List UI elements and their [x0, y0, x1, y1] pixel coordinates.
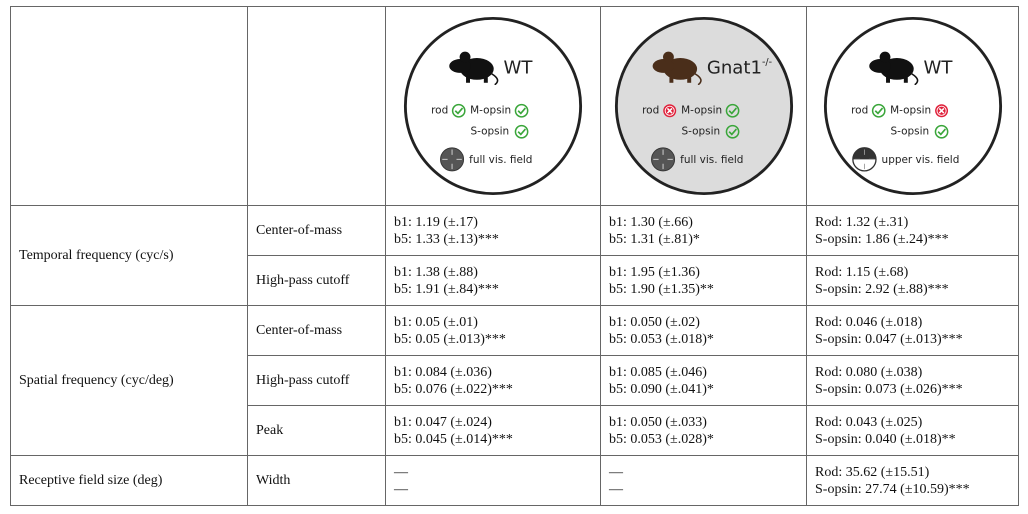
strain-superscript: -/- — [761, 57, 771, 68]
value-cell: b1: 0.085 (±.046)b5: 0.090 (±.041)* — [601, 356, 807, 406]
value-line: b1: 0.05 (±.01) — [394, 314, 592, 331]
value-cell: b1: 0.05 (±.01)b5: 0.05 (±.013)*** — [386, 306, 601, 356]
value-line: b5: 1.91 (±.84)*** — [394, 281, 592, 298]
measure-label: Width — [248, 456, 386, 506]
strain: WT — [923, 58, 953, 79]
value-line: b5: 1.31 (±.81)* — [609, 231, 798, 248]
value-cell: b1: 1.30 (±.66)b5: 1.31 (±.81)* — [601, 206, 807, 256]
value-line: S-opsin: 27.74 (±10.59)*** — [815, 481, 1010, 498]
value-cell: b1: 1.38 (±.88)b5: 1.91 (±.84)*** — [386, 256, 601, 306]
value-cell: —— — [386, 456, 601, 506]
value-line: b1: 1.19 (±.17) — [394, 214, 592, 231]
value-line: S-opsin: 0.040 (±.018)** — [815, 431, 1010, 448]
empty-cell — [11, 7, 248, 206]
group-label: Receptive field size (deg) — [11, 456, 248, 506]
value-line: b1: 0.050 (±.033) — [609, 414, 798, 431]
value-line: — — [609, 464, 798, 481]
field-label: full vis. field — [680, 154, 743, 166]
value-line: Rod: 35.62 (±15.51) — [815, 464, 1010, 481]
value-line: b1: 1.38 (±.88) — [394, 264, 592, 281]
results-table: WT rod M-opsin S-opsin full vis. field G… — [10, 6, 1019, 506]
value-line: — — [394, 464, 592, 481]
s-opsin-label: S-opsin — [681, 126, 720, 138]
value-line: b5: 0.05 (±.013)*** — [394, 331, 592, 348]
value-cell: b1: 0.050 (±.033)b5: 0.053 (±.028)* — [601, 406, 807, 456]
measure-label: Center-of-mass — [248, 206, 386, 256]
page: WT rod M-opsin S-opsin full vis. field G… — [0, 0, 1028, 514]
value-line: b1: 0.085 (±.046) — [609, 364, 798, 381]
value-cell: Rod: 0.043 (±.025)S-opsin: 0.040 (±.018)… — [807, 406, 1019, 456]
field-label: full vis. field — [469, 154, 532, 166]
group-label: Temporal frequency (cyc/s) — [11, 206, 248, 306]
header-cell: WT rod M-opsin S-opsin full vis. field — [386, 7, 601, 206]
s-opsin-label: S-opsin — [890, 126, 929, 138]
value-line: b5: 1.90 (±1.35)** — [609, 281, 798, 298]
value-line: b1: 1.30 (±.66) — [609, 214, 798, 231]
value-cell: b1: 1.95 (±1.36)b5: 1.90 (±1.35)** — [601, 256, 807, 306]
strain-name: Gnat1 — [706, 58, 761, 79]
strain: WT — [503, 58, 533, 79]
value-line: b1: 0.084 (±.036) — [394, 364, 592, 381]
measure-label: Peak — [248, 406, 386, 456]
data-row: Spatial frequency (cyc/deg)Center-of-mas… — [11, 306, 1019, 356]
value-line: b1: 1.95 (±1.36) — [609, 264, 798, 281]
value-cell: b1: 0.047 (±.024)b5: 0.045 (±.014)*** — [386, 406, 601, 456]
s-opsin-label: S-opsin — [471, 126, 510, 138]
measure-label: Center-of-mass — [248, 306, 386, 356]
value-line: Rod: 0.080 (±.038) — [815, 364, 1010, 381]
value-line: b1: 0.047 (±.024) — [394, 414, 592, 431]
value-line: — — [609, 481, 798, 498]
header-cell: WT rod M-opsin S-opsin upper vis. field — [807, 7, 1019, 206]
value-cell: Rod: 0.046 (±.018)S-opsin: 0.047 (±.013)… — [807, 306, 1019, 356]
value-cell: Rod: 0.080 (±.038)S-opsin: 0.073 (±.026)… — [807, 356, 1019, 406]
value-line: b5: 0.090 (±.041)* — [609, 381, 798, 398]
header-row: WT rod M-opsin S-opsin full vis. field G… — [11, 7, 1019, 206]
measure-label: High-pass cutoff — [248, 256, 386, 306]
rod-label: rod — [642, 105, 659, 117]
condition-badge: Gnat1-/- rod M-opsin S-opsin full vis. f… — [604, 8, 804, 204]
measure-label: High-pass cutoff — [248, 356, 386, 406]
value-line: b5: 0.053 (±.018)* — [609, 331, 798, 348]
data-row: Temporal frequency (cyc/s)Center-of-mass… — [11, 206, 1019, 256]
value-line: b5: 0.045 (±.014)*** — [394, 431, 592, 448]
group-label: Spatial frequency (cyc/deg) — [11, 306, 248, 456]
rod-label: rod — [431, 105, 448, 117]
value-cell: Rod: 1.32 (±.31)S-opsin: 1.86 (±.24)*** — [807, 206, 1019, 256]
empty-cell — [248, 7, 386, 206]
value-line: S-opsin: 0.047 (±.013)*** — [815, 331, 1010, 348]
m-opsin-label: M-opsin — [890, 105, 931, 117]
value-line: b5: 0.076 (±.022)*** — [394, 381, 592, 398]
table-body: WT rod M-opsin S-opsin full vis. field G… — [11, 7, 1019, 506]
condition-badge: WT rod M-opsin S-opsin full vis. field — [393, 8, 593, 204]
m-opsin-label: M-opsin — [470, 105, 511, 117]
value-line: S-opsin: 1.86 (±.24)*** — [815, 231, 1010, 248]
value-line: Rod: 0.043 (±.025) — [815, 414, 1010, 431]
value-cell: Rod: 1.15 (±.68)S-opsin: 2.92 (±.88)*** — [807, 256, 1019, 306]
rod-label: rod — [851, 105, 868, 117]
value-line: Rod: 0.046 (±.018) — [815, 314, 1010, 331]
value-cell: Rod: 35.62 (±15.51)S-opsin: 27.74 (±10.5… — [807, 456, 1019, 506]
value-line: — — [394, 481, 592, 498]
value-cell: —— — [601, 456, 807, 506]
header-cell: Gnat1-/- rod M-opsin S-opsin full vis. f… — [601, 7, 807, 206]
data-row: Receptive field size (deg)Width————Rod: … — [11, 456, 1019, 506]
value-line: b5: 1.33 (±.13)*** — [394, 231, 592, 248]
value-line: Rod: 1.15 (±.68) — [815, 264, 1010, 281]
value-cell: b1: 0.084 (±.036)b5: 0.076 (±.022)*** — [386, 356, 601, 406]
value-cell: b1: 1.19 (±.17)b5: 1.33 (±.13)*** — [386, 206, 601, 256]
value-line: S-opsin: 0.073 (±.026)*** — [815, 381, 1010, 398]
value-cell: b1: 0.050 (±.02)b5: 0.053 (±.018)* — [601, 306, 807, 356]
value-line: b5: 0.053 (±.028)* — [609, 431, 798, 448]
field-label: upper vis. field — [881, 154, 959, 166]
value-line: Rod: 1.32 (±.31) — [815, 214, 1010, 231]
value-line: b1: 0.050 (±.02) — [609, 314, 798, 331]
condition-badge: WT rod M-opsin S-opsin upper vis. field — [813, 8, 1013, 204]
value-line: S-opsin: 2.92 (±.88)*** — [815, 281, 1010, 298]
m-opsin-label: M-opsin — [681, 105, 722, 117]
